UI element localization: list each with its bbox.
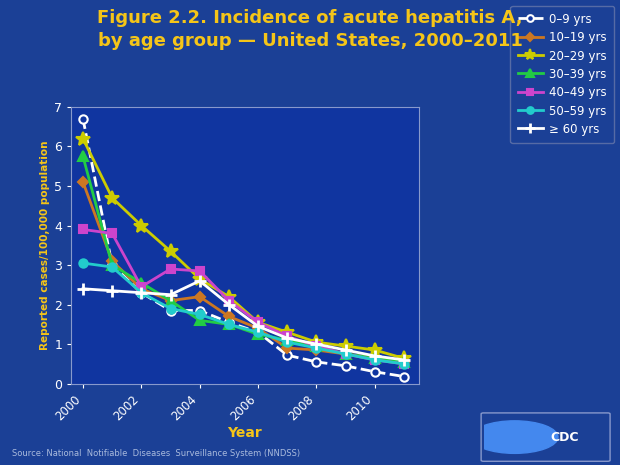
10–19 yrs (138, 286, 145, 292)
10–19 yrs (342, 351, 349, 357)
20–29 yrs (312, 339, 320, 345)
50–59 yrs (312, 345, 320, 351)
40–49 yrs (371, 357, 378, 363)
≥ 60 yrs (79, 286, 87, 292)
50–59 yrs (400, 361, 407, 366)
≥ 60 yrs (254, 324, 262, 329)
30–39 yrs (400, 359, 407, 365)
0–9 yrs (371, 369, 378, 375)
40–49 yrs (283, 333, 291, 339)
10–19 yrs (167, 298, 174, 304)
50–59 yrs (196, 312, 203, 317)
20–29 yrs (400, 356, 407, 361)
0–9 yrs (196, 308, 203, 313)
30–39 yrs (371, 355, 378, 361)
10–19 yrs (254, 326, 262, 331)
≥ 60 yrs (400, 357, 407, 363)
40–49 yrs (167, 266, 174, 272)
20–29 yrs (79, 136, 87, 141)
0–9 yrs (167, 308, 174, 313)
50–59 yrs (138, 290, 145, 296)
30–39 yrs (283, 338, 291, 343)
40–49 yrs (312, 343, 320, 349)
Text: Figure 2.2. Incidence of acute hepatitis A,
by age group — United States, 2000–2: Figure 2.2. Incidence of acute hepatitis… (97, 9, 523, 49)
Line: 10–19 yrs: 10–19 yrs (79, 179, 407, 365)
Line: ≥ 60 yrs: ≥ 60 yrs (77, 275, 410, 366)
50–59 yrs (167, 306, 174, 312)
Y-axis label: Reported cases/100,000 population: Reported cases/100,000 population (40, 140, 50, 350)
≥ 60 yrs (196, 278, 203, 284)
0–9 yrs (108, 262, 116, 268)
40–49 yrs (138, 284, 145, 290)
Line: 30–39 yrs: 30–39 yrs (78, 152, 409, 367)
0–9 yrs (283, 352, 291, 358)
≥ 60 yrs (138, 290, 145, 296)
30–39 yrs (342, 351, 349, 357)
30–39 yrs (108, 262, 116, 268)
20–29 yrs (225, 294, 232, 299)
50–59 yrs (254, 330, 262, 335)
50–59 yrs (283, 339, 291, 345)
50–59 yrs (108, 264, 116, 270)
40–49 yrs (400, 361, 407, 366)
10–19 yrs (371, 355, 378, 361)
≥ 60 yrs (342, 347, 349, 353)
50–59 yrs (225, 322, 232, 327)
Line: 50–59 yrs: 50–59 yrs (79, 259, 408, 368)
0–9 yrs (400, 374, 407, 379)
Line: 40–49 yrs: 40–49 yrs (79, 226, 408, 368)
Circle shape (471, 421, 558, 453)
Text: Source: National  Notifiable  Diseases  Surveillance System (NNDSS): Source: National Notifiable Diseases Sur… (12, 449, 301, 458)
20–29 yrs (283, 330, 291, 335)
0–9 yrs (225, 319, 232, 325)
≥ 60 yrs (312, 341, 320, 347)
30–39 yrs (225, 322, 232, 327)
20–29 yrs (196, 276, 203, 282)
40–49 yrs (342, 351, 349, 357)
≥ 60 yrs (167, 292, 174, 298)
10–19 yrs (400, 359, 407, 365)
≥ 60 yrs (108, 288, 116, 293)
0–9 yrs (254, 330, 262, 335)
X-axis label: Year: Year (228, 425, 262, 440)
0–9 yrs (138, 290, 145, 296)
0–9 yrs (342, 363, 349, 369)
50–59 yrs (79, 260, 87, 266)
20–29 yrs (342, 343, 349, 349)
30–39 yrs (79, 153, 87, 159)
30–39 yrs (167, 298, 174, 304)
Line: 20–29 yrs: 20–29 yrs (76, 132, 411, 365)
10–19 yrs (108, 259, 116, 264)
50–59 yrs (342, 351, 349, 357)
0–9 yrs (79, 116, 87, 122)
10–19 yrs (79, 179, 87, 185)
≥ 60 yrs (225, 302, 232, 307)
40–49 yrs (225, 298, 232, 304)
40–49 yrs (108, 231, 116, 236)
40–49 yrs (196, 268, 203, 274)
30–39 yrs (138, 280, 145, 286)
≥ 60 yrs (371, 353, 378, 359)
Line: 0–9 yrs: 0–9 yrs (79, 115, 408, 381)
30–39 yrs (254, 332, 262, 337)
20–29 yrs (371, 347, 378, 353)
Text: CDC: CDC (550, 431, 578, 444)
10–19 yrs (225, 314, 232, 319)
10–19 yrs (283, 345, 291, 351)
Legend: 0–9 yrs, 10–19 yrs, 20–29 yrs, 30–39 yrs, 40–49 yrs, 50–59 yrs, ≥ 60 yrs: 0–9 yrs, 10–19 yrs, 20–29 yrs, 30–39 yrs… (510, 6, 614, 143)
0–9 yrs (312, 359, 320, 365)
50–59 yrs (371, 357, 378, 363)
30–39 yrs (312, 343, 320, 349)
30–39 yrs (196, 318, 203, 323)
10–19 yrs (196, 294, 203, 299)
≥ 60 yrs (283, 335, 291, 341)
10–19 yrs (312, 347, 320, 353)
40–49 yrs (79, 227, 87, 232)
20–29 yrs (167, 248, 174, 254)
20–29 yrs (254, 319, 262, 325)
40–49 yrs (254, 319, 262, 325)
20–29 yrs (108, 195, 116, 201)
20–29 yrs (138, 223, 145, 228)
